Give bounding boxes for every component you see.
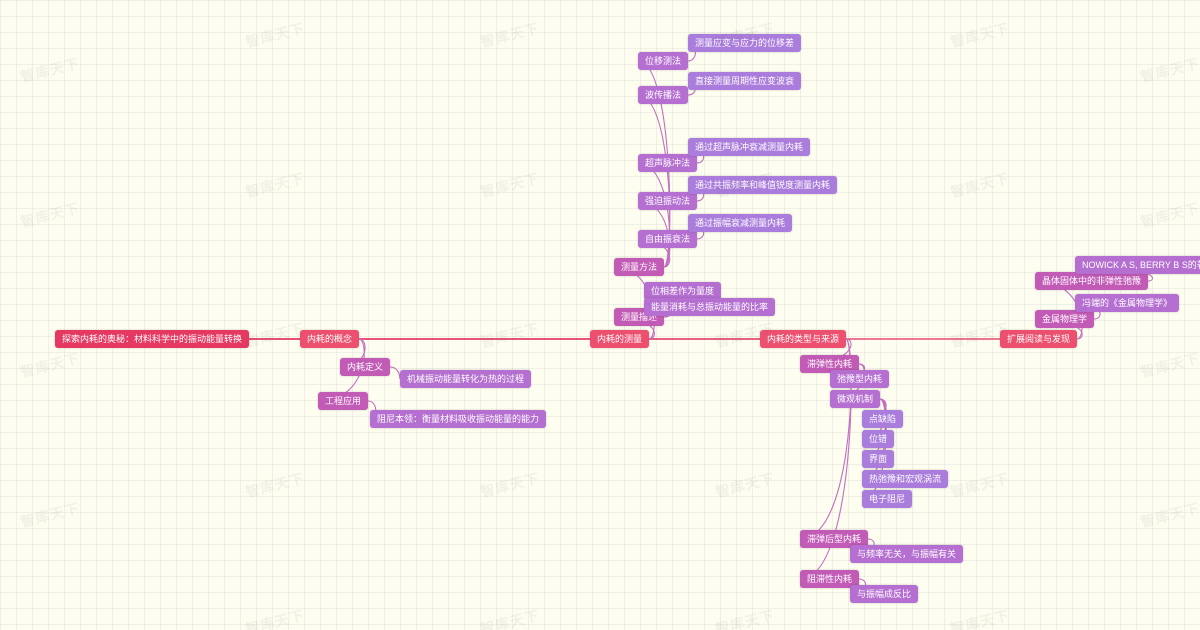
watermark: 智库天下 (948, 168, 1011, 202)
watermark: 智库天下 (478, 605, 541, 630)
mindmap-canvas: 探索内耗的奥秘：材料科学中的振动能量转换 内耗的概念内耗定义机械振动能量转化为热的… (0, 0, 1200, 630)
mindmap-node[interactable]: 内耗的概念 (300, 330, 359, 348)
mindmap-edge (390, 367, 400, 379)
watermark: 智库天下 (478, 468, 541, 502)
mindmap-node[interactable]: 位移测法 (638, 52, 688, 70)
watermark: 智库天下 (948, 468, 1011, 502)
watermark: 智库天下 (713, 468, 776, 502)
mindmap-node[interactable]: 机械振动能量转化为热的过程 (400, 370, 531, 388)
watermark: 智库天下 (18, 53, 81, 87)
mindmap-node[interactable]: 内耗的类型与来源 (760, 330, 846, 348)
mindmap-node[interactable]: 内耗定义 (340, 358, 390, 376)
watermark: 智库天下 (948, 18, 1011, 52)
watermark: 智库天下 (243, 605, 306, 630)
mindmap-node[interactable]: 界面 (862, 450, 894, 468)
mindmap-node[interactable]: 直接测量周期性应变波衰 (688, 72, 801, 90)
watermark: 智库天下 (18, 348, 81, 382)
mindmap-node[interactable]: 强迫振动法 (638, 192, 697, 210)
watermark: 智库天下 (18, 498, 81, 532)
mindmap-node[interactable]: 通过超声脉冲衰减测量内耗 (688, 138, 810, 156)
mindmap-node[interactable]: 自由振衰法 (638, 230, 697, 248)
mindmap-node[interactable]: 冯端的《金属物理学》 (1075, 294, 1179, 312)
watermark: 智库天下 (713, 605, 776, 630)
grid-background (0, 0, 1200, 630)
watermark: 智库天下 (478, 318, 541, 352)
mindmap-node[interactable]: 波传播法 (638, 86, 688, 104)
mindmap-node[interactable]: 弛豫型内耗 (830, 370, 889, 388)
mindmap-edge (638, 163, 670, 267)
mindmap-node[interactable]: 通过振幅衰减测量内耗 (688, 214, 792, 232)
watermark: 智库天下 (243, 18, 306, 52)
mindmap-node[interactable]: 热弛豫和宏观涡流 (862, 470, 948, 488)
mindmap-node[interactable]: 超声脉冲法 (638, 154, 697, 172)
watermark: 智库天下 (18, 198, 81, 232)
mindmap-node[interactable]: 与振幅成反比 (850, 585, 918, 603)
mindmap-node[interactable]: 电子阻尼 (862, 490, 912, 508)
mindmap-node[interactable]: 位错 (862, 430, 894, 448)
mindmap-node[interactable]: 测量应变与应力的位移差 (688, 34, 801, 52)
mindmap-node[interactable]: 内耗的测量 (590, 330, 649, 348)
mindmap-node[interactable]: 金属物理学 (1035, 310, 1094, 328)
mindmap-node[interactable]: 工程应用 (318, 392, 368, 410)
mindmap-node[interactable]: 微观机制 (830, 390, 880, 408)
watermark: 智库天下 (243, 468, 306, 502)
watermark: 智库天下 (243, 318, 306, 352)
mindmap-node[interactable]: 能量消耗与总振动能量的比率 (644, 298, 775, 316)
watermark: 智库天下 (1138, 348, 1200, 382)
edge-layer (0, 0, 1200, 630)
watermark: 智库天下 (1138, 198, 1200, 232)
mindmap-node[interactable]: 阻尼本领：衡量材料吸收振动能量的能力 (370, 410, 546, 428)
watermark: 智库天下 (948, 605, 1011, 630)
watermark: 智库天下 (478, 168, 541, 202)
watermark: 智库天下 (1138, 498, 1200, 532)
mindmap-node[interactable]: 探索内耗的奥秘：材料科学中的振动能量转换 (55, 330, 249, 348)
mindmap-node[interactable]: 测量方法 (614, 258, 664, 276)
mindmap-node[interactable]: 通过共振频率和峰值锐度测量内耗 (688, 176, 837, 194)
watermark: 智库天下 (243, 168, 306, 202)
mindmap-node[interactable]: NOWICK A S, BERRY B S的著作 (1075, 256, 1200, 274)
watermark: 智库天下 (1138, 53, 1200, 87)
mindmap-node[interactable]: 与频率无关，与振幅有关 (850, 545, 963, 563)
mindmap-node[interactable]: 点缺陷 (862, 410, 903, 428)
watermark: 智库天下 (478, 18, 541, 52)
mindmap-node[interactable]: 扩展阅读与发现 (1000, 330, 1077, 348)
mindmap-node[interactable]: 晶体固体中的非弹性弛豫 (1035, 272, 1148, 290)
